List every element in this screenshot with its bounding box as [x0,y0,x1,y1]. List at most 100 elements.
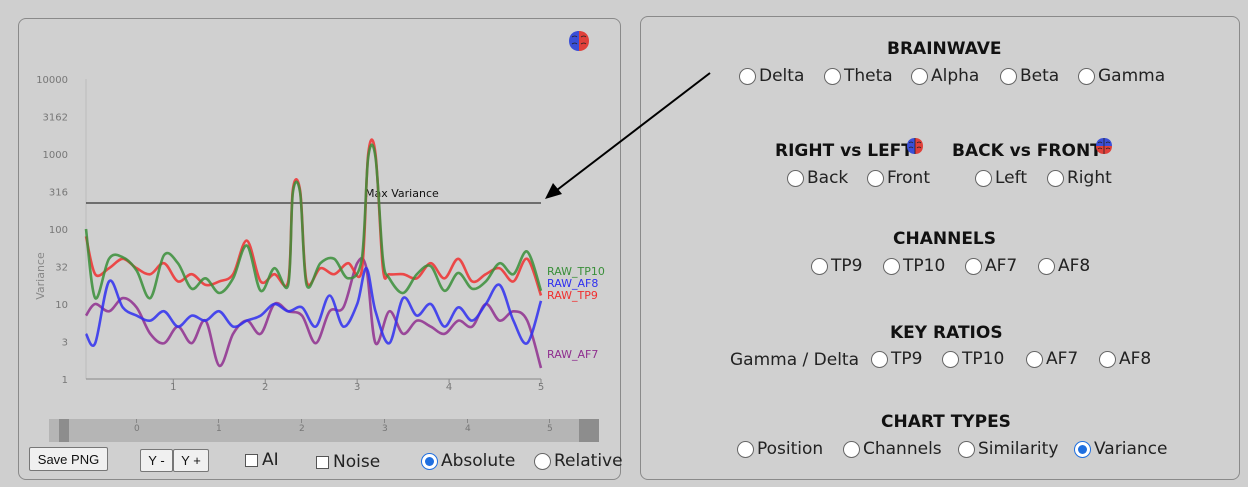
x-tick-label: 4 [446,382,452,393]
radio-dot[interactable] [958,440,975,458]
brain-icon[interactable] [569,31,589,51]
channel-option-tp10[interactable]: TP10 [883,256,945,276]
scrollbar-tick-mark [467,419,468,423]
radio-dot[interactable] [975,169,992,187]
scrollbar-handle-left[interactable] [59,419,69,442]
radio-dot[interactable] [843,440,860,458]
option-label: Right [1067,168,1112,188]
option-label: Left [995,168,1027,188]
scrollbar-tick-label: 4 [465,424,471,434]
radio-dot[interactable] [1047,169,1064,187]
noise-checkbox-box[interactable] [316,455,329,469]
key-ratio-option-af7[interactable]: AF7 [1026,349,1078,369]
legend-raw_af7: RAW_AF7 [547,348,598,361]
radio-dot[interactable] [787,169,804,187]
channel-option-af8[interactable]: AF8 [1038,256,1090,276]
relative-radio[interactable]: Relative [534,451,623,471]
chart-type-option-channels[interactable]: Channels [843,439,942,459]
y-tick-label: 100 [49,225,68,236]
option-label: Theta [844,66,893,86]
brainwave-option-alpha[interactable]: Alpha [911,66,979,86]
radio-dot[interactable] [965,257,982,275]
radio-dot[interactable] [883,257,900,275]
scrollbar-tick-mark [549,419,550,423]
scrollbar-tick-label: 0 [134,424,140,434]
radio-dot[interactable] [1026,350,1043,368]
noise-checkbox[interactable]: Noise [316,452,380,472]
absolute-radio-label: Absolute [441,451,516,471]
radio-dot[interactable] [739,67,756,85]
right-left-option-front[interactable]: Front [867,168,930,188]
back-front-option-right[interactable]: Right [1047,168,1112,188]
y-tick-label: 1000 [43,150,68,161]
radio-dot[interactable] [942,350,959,368]
brainwave-option-beta[interactable]: Beta [1000,66,1059,86]
y-minus-button[interactable]: Y - [140,449,173,472]
max-variance-label: Max Variance [365,187,439,200]
radio-dot[interactable] [1099,350,1116,368]
y-axis-label: Variance [34,252,47,300]
option-label: Position [757,439,824,459]
back-front-option-left[interactable]: Left [975,168,1027,188]
channel-option-af7[interactable]: AF7 [965,256,1017,276]
radio-dot[interactable] [811,257,828,275]
save-png-button[interactable]: Save PNG [29,447,108,471]
option-label: AF7 [985,256,1018,276]
radio-dot[interactable] [1078,67,1095,85]
option-label: Front [887,168,930,188]
radio-dot[interactable] [1074,440,1091,458]
y-tick-label: 316 [49,188,68,199]
absolute-radio-dot[interactable] [421,452,438,470]
time-scrollbar[interactable]: 0 1 2 3 4 5 [49,419,599,442]
right-vs-left-title: RIGHT vs LEFT [775,141,913,161]
key-ratio-option-tp9[interactable]: TP9 [871,349,922,369]
y-tick-label: 3162 [43,113,68,124]
radio-dot[interactable] [911,67,928,85]
option-label: Delta [759,66,805,86]
key-ratio-option-af8[interactable]: AF8 [1099,349,1151,369]
chart-type-option-similarity[interactable]: Similarity [958,439,1058,459]
key-ratios-title: KEY RATIOS [890,323,1003,343]
ai-checkbox-box[interactable] [245,453,258,467]
x-tick-label: 1 [170,382,176,393]
radio-dot[interactable] [737,440,754,458]
radio-dot[interactable] [867,169,884,187]
radio-dot[interactable] [824,67,841,85]
right-left-option-back[interactable]: Back [787,168,848,188]
brain-icon[interactable] [1094,136,1114,156]
radio-dot[interactable] [1000,67,1017,85]
settings-panel [640,16,1240,480]
relative-radio-label: Relative [554,451,623,471]
chart-type-option-variance[interactable]: Variance [1074,439,1167,459]
brain-icon[interactable] [905,136,925,156]
channel-option-tp9[interactable]: TP9 [811,256,862,276]
radio-dot[interactable] [1038,257,1055,275]
y-plus-button[interactable]: Y + [173,449,209,472]
radio-dot[interactable] [871,350,888,368]
key-ratio-option-tp10[interactable]: TP10 [942,349,1004,369]
scrollbar-tick-label: 5 [547,424,553,434]
scrollbar-handle-right[interactable] [579,419,599,442]
scrollbar-tick-label: 1 [216,424,222,434]
ai-checkbox[interactable]: AI [245,450,279,470]
option-label: AF7 [1046,349,1079,369]
x-tick-label: 3 [354,382,360,393]
chart-type-option-position[interactable]: Position [737,439,823,459]
brainwave-option-gamma[interactable]: Gamma [1078,66,1165,86]
option-label: Channels [863,439,942,459]
option-label: TP9 [831,256,863,276]
brainwave-option-delta[interactable]: Delta [739,66,804,86]
y-tick-label: 1 [62,375,68,386]
series-line-raw_tp10 [84,143,543,300]
brainwave-option-theta[interactable]: Theta [824,66,893,86]
noise-checkbox-label: Noise [333,452,381,472]
key-ratio-prefix: Gamma / Delta [730,350,859,370]
series-line-raw_af8 [84,266,543,347]
absolute-radio[interactable]: Absolute [421,451,515,471]
scrollbar-tick-mark [301,419,302,423]
option-label: Gamma [1098,66,1166,86]
option-label: Similarity [978,439,1059,459]
relative-radio-dot[interactable] [534,452,551,470]
